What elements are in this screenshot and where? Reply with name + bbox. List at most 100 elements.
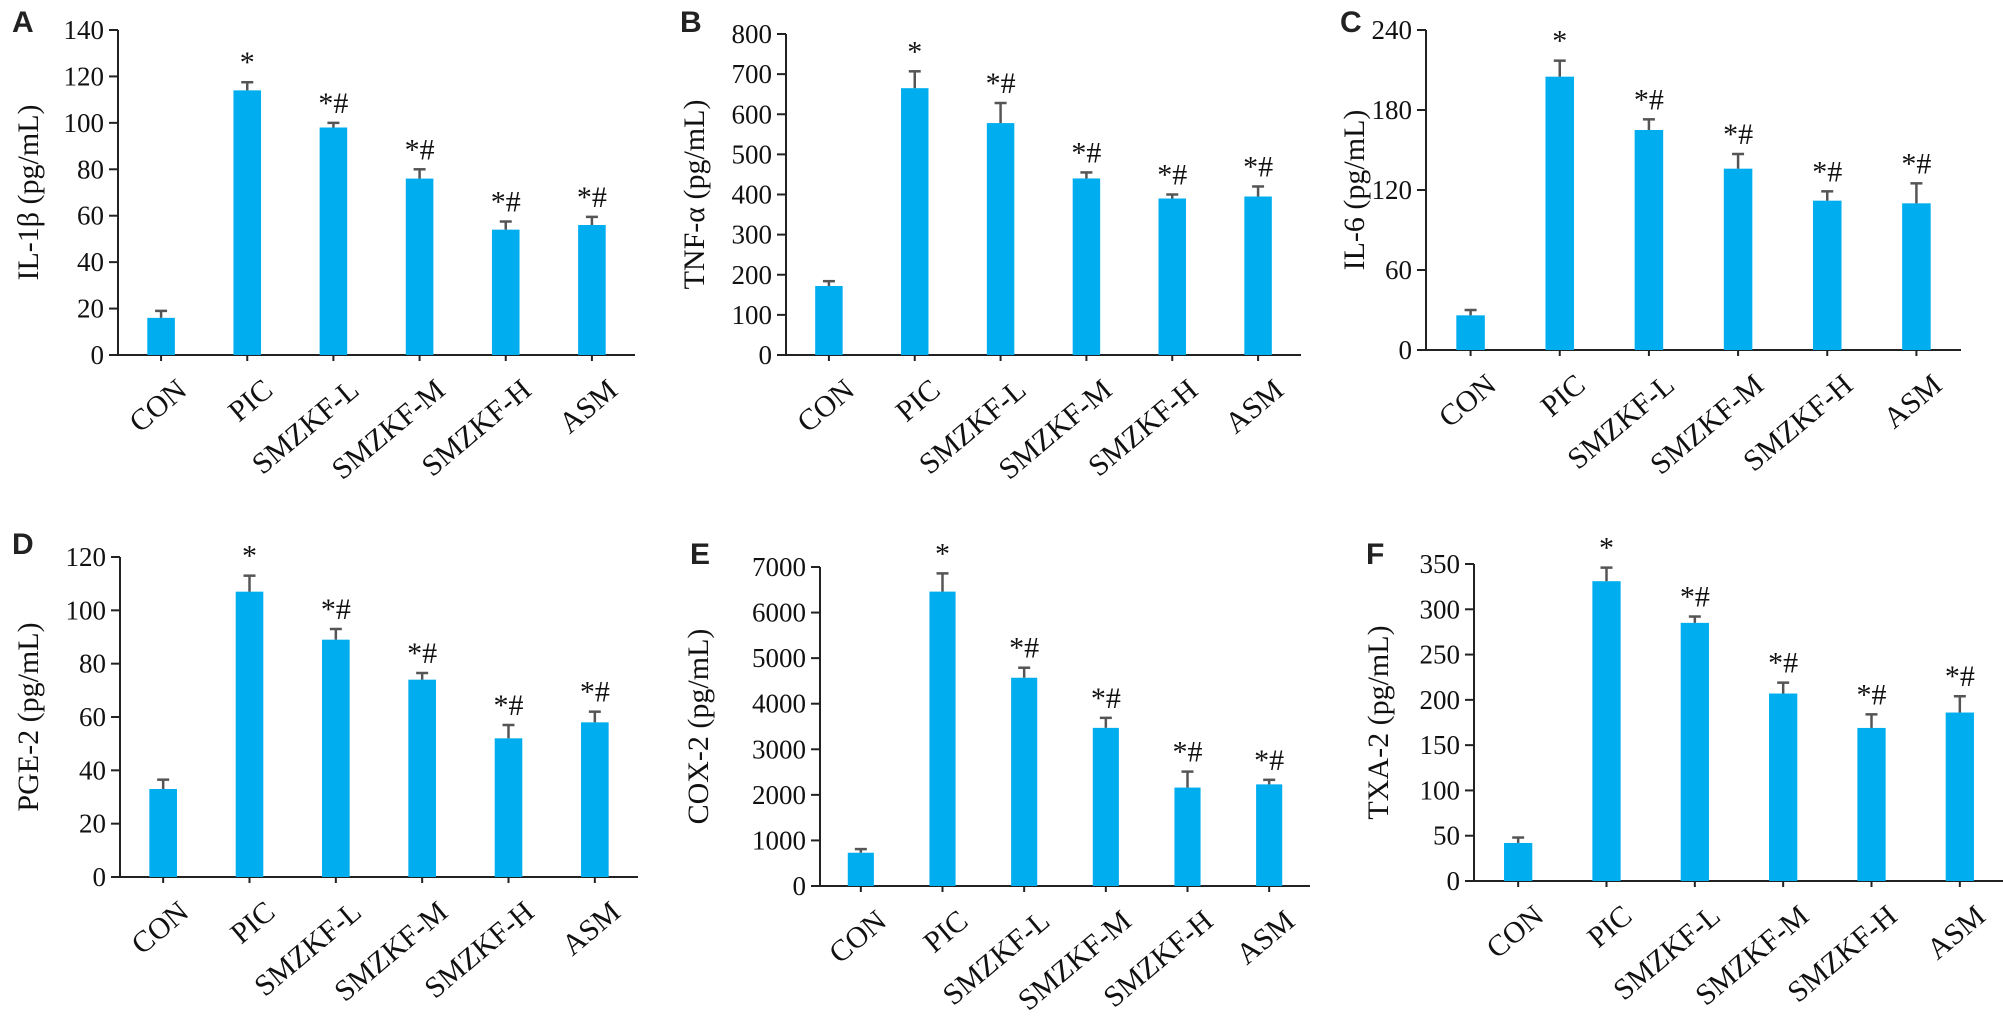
y-tick-label: 20	[79, 809, 106, 839]
x-category-label: ASM	[556, 895, 627, 962]
y-tick-label: 100	[66, 595, 107, 625]
y-tick-label: 800	[732, 19, 773, 49]
bar	[1902, 203, 1931, 350]
y-tick-label: 250	[1420, 640, 1461, 670]
y-tick-label: 120	[1372, 175, 1413, 205]
significance-label: *#	[494, 689, 524, 722]
bar	[1857, 727, 1886, 881]
bar	[494, 738, 523, 877]
bar	[901, 88, 929, 355]
significance-label: *#	[1812, 155, 1842, 188]
y-tick-label: 0	[793, 871, 807, 901]
x-category-label: PIC	[224, 895, 281, 950]
chart-panel-f: F TXA-2 (pg/mL) 0 50 100 150 200 250 300 350 CON * P…	[1362, 532, 2003, 1012]
significance-label: *	[1552, 25, 1567, 58]
y-tick-label: 7000	[752, 552, 806, 582]
significance-label: *#	[1091, 682, 1121, 715]
x-category-label: ASM	[1230, 904, 1301, 971]
bar	[147, 317, 175, 355]
bar	[1723, 168, 1753, 350]
x-category-label: CON	[125, 895, 195, 961]
y-tick-label: 100	[732, 300, 773, 330]
panel-letter: B	[680, 6, 702, 39]
x-category-label: PIC	[222, 373, 279, 428]
y-tick-label: 240	[1372, 15, 1413, 45]
y-axis-title: TNF-α (pg/mL)	[678, 100, 711, 290]
bar	[405, 178, 434, 355]
x-category-label: CON	[823, 904, 893, 970]
bar	[408, 679, 436, 877]
significance-label: *#	[1173, 736, 1203, 769]
significance-label: *#	[1634, 83, 1664, 116]
bar	[1634, 130, 1664, 350]
y-axis-title: COX-2 (pg/mL)	[682, 629, 715, 825]
bar	[581, 722, 609, 877]
x-category-label: CON	[1433, 368, 1503, 434]
y-tick-label: 300	[1420, 594, 1461, 624]
y-tick-label: 60	[77, 201, 104, 231]
bar	[1092, 727, 1119, 886]
bar	[1244, 196, 1272, 355]
y-tick-label: 60	[1385, 255, 1412, 285]
x-category-label: PIC	[917, 904, 974, 959]
y-tick-label: 80	[79, 649, 106, 679]
significance-label: *#	[1680, 581, 1710, 614]
significance-label: *#	[321, 593, 351, 626]
x-category-label: ASM	[553, 373, 624, 440]
bar	[929, 591, 956, 886]
y-tick-label: 0	[93, 862, 107, 892]
significance-label: *	[935, 537, 950, 570]
x-category-label: PIC	[1535, 368, 1592, 423]
y-tick-label: 500	[732, 139, 773, 169]
bar	[1680, 622, 1709, 881]
y-tick-label: 140	[64, 15, 105, 45]
significance-label: *	[907, 35, 922, 68]
y-tick-label: 350	[1420, 549, 1461, 579]
y-tick-label: 4000	[752, 689, 806, 719]
y-tick-label: 5000	[752, 643, 806, 673]
bar	[815, 285, 843, 355]
panel-letter: C	[1340, 6, 1362, 39]
chart-panel-e: E COX-2 (pg/mL) 0 1000 2000 3000 4000 5000 6000 7…	[682, 537, 1310, 1017]
bar	[233, 90, 262, 355]
significance-label: *#	[1723, 118, 1753, 151]
bar	[1545, 76, 1575, 351]
y-tick-label: 400	[732, 180, 773, 210]
bar	[1256, 784, 1283, 886]
significance-label: *#	[1901, 147, 1931, 180]
panel-letter: D	[12, 528, 34, 561]
y-axis-title: IL-6 (pg/mL)	[1338, 110, 1371, 271]
significance-label: *#	[1857, 678, 1887, 711]
chart-panel-a: A IL-1β (pg/mL) 0 20 40 60 80 100 120 140 CON * PIC *…	[12, 6, 635, 486]
x-category-label: CON	[1480, 899, 1550, 965]
y-tick-label: 60	[79, 702, 106, 732]
significance-label: *#	[318, 87, 348, 120]
bar	[149, 789, 177, 877]
bar	[1072, 178, 1101, 355]
x-category-label: ASM	[1921, 899, 1992, 966]
panel-letter: A	[12, 6, 34, 39]
x-category-label: PIC	[890, 373, 947, 428]
y-tick-label: 200	[732, 260, 773, 290]
y-tick-label: 180	[1372, 95, 1413, 125]
chart-panel-c: CIL-6 (pg/mL)060120180240CON*PIC*#SMZKF-…	[1338, 6, 1961, 481]
y-tick-label: 2000	[752, 780, 806, 810]
bar	[1456, 315, 1485, 350]
y-tick-label: 120	[66, 542, 107, 572]
significance-label: *#	[407, 637, 437, 670]
significance-label: *	[240, 46, 255, 79]
y-tick-label: 6000	[752, 598, 806, 628]
y-tick-label: 50	[1433, 821, 1460, 851]
x-category-label: ASM	[1877, 368, 1948, 435]
x-category-label: CON	[123, 373, 193, 439]
bar	[235, 591, 264, 877]
bar	[1504, 842, 1533, 881]
bar	[319, 127, 348, 355]
x-category-label: CON	[791, 373, 861, 439]
chart-panel-b: B TNF-α (pg/mL) 0 100 200 300 400 500 600 700 800 C…	[678, 6, 1301, 486]
bar	[1945, 712, 1974, 881]
bar	[1812, 200, 1842, 350]
y-tick-label: 150	[1420, 730, 1461, 760]
